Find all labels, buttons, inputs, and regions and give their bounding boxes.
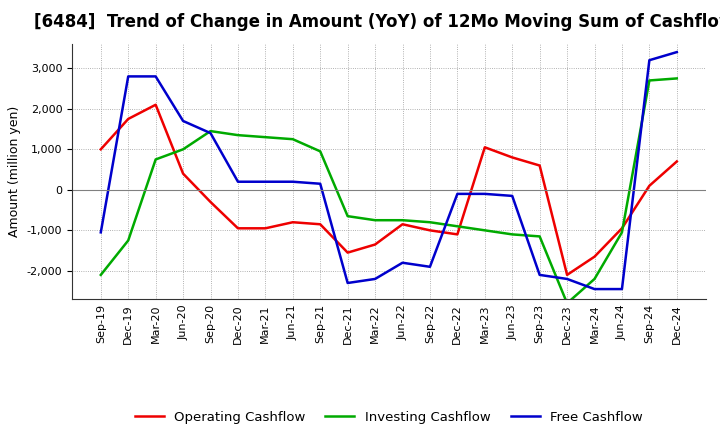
Investing Cashflow — [179, 147, 187, 152]
Investing Cashflow — [398, 217, 407, 223]
Investing Cashflow — [124, 238, 132, 243]
Investing Cashflow — [289, 136, 297, 142]
Free Cashflow — [151, 74, 160, 79]
Operating Cashflow — [179, 171, 187, 176]
Operating Cashflow — [261, 226, 270, 231]
Operating Cashflow — [398, 222, 407, 227]
Operating Cashflow — [590, 254, 599, 259]
Operating Cashflow — [151, 102, 160, 107]
Y-axis label: Amount (million yen): Amount (million yen) — [8, 106, 21, 237]
Operating Cashflow — [206, 199, 215, 205]
Investing Cashflow — [563, 301, 572, 306]
Free Cashflow — [563, 276, 572, 282]
Line: Operating Cashflow: Operating Cashflow — [101, 105, 677, 275]
Text: [6484]  Trend of Change in Amount (YoY) of 12Mo Moving Sum of Cashflows: [6484] Trend of Change in Amount (YoY) o… — [34, 13, 720, 31]
Free Cashflow — [179, 118, 187, 124]
Operating Cashflow — [618, 226, 626, 231]
Free Cashflow — [289, 179, 297, 184]
Free Cashflow — [96, 230, 105, 235]
Free Cashflow — [672, 49, 681, 55]
Free Cashflow — [618, 286, 626, 292]
Free Cashflow — [206, 131, 215, 136]
Investing Cashflow — [233, 132, 242, 138]
Investing Cashflow — [453, 224, 462, 229]
Free Cashflow — [398, 260, 407, 265]
Free Cashflow — [453, 191, 462, 197]
Investing Cashflow — [96, 272, 105, 278]
Investing Cashflow — [426, 220, 434, 225]
Investing Cashflow — [206, 128, 215, 134]
Operating Cashflow — [289, 220, 297, 225]
Free Cashflow — [371, 276, 379, 282]
Free Cashflow — [343, 280, 352, 286]
Investing Cashflow — [618, 230, 626, 235]
Investing Cashflow — [371, 217, 379, 223]
Investing Cashflow — [508, 232, 516, 237]
Free Cashflow — [645, 58, 654, 63]
Investing Cashflow — [151, 157, 160, 162]
Investing Cashflow — [590, 276, 599, 282]
Operating Cashflow — [563, 272, 572, 278]
Legend: Operating Cashflow, Investing Cashflow, Free Cashflow: Operating Cashflow, Investing Cashflow, … — [130, 405, 648, 429]
Investing Cashflow — [343, 213, 352, 219]
Free Cashflow — [261, 179, 270, 184]
Investing Cashflow — [480, 227, 489, 233]
Operating Cashflow — [96, 147, 105, 152]
Operating Cashflow — [316, 222, 325, 227]
Investing Cashflow — [316, 149, 325, 154]
Investing Cashflow — [536, 234, 544, 239]
Investing Cashflow — [261, 135, 270, 140]
Free Cashflow — [536, 272, 544, 278]
Operating Cashflow — [233, 226, 242, 231]
Free Cashflow — [316, 181, 325, 187]
Operating Cashflow — [426, 227, 434, 233]
Operating Cashflow — [645, 183, 654, 188]
Operating Cashflow — [672, 159, 681, 164]
Operating Cashflow — [480, 145, 489, 150]
Operating Cashflow — [508, 155, 516, 160]
Investing Cashflow — [672, 76, 681, 81]
Operating Cashflow — [371, 242, 379, 247]
Free Cashflow — [233, 179, 242, 184]
Line: Free Cashflow: Free Cashflow — [101, 52, 677, 289]
Free Cashflow — [508, 193, 516, 198]
Line: Investing Cashflow: Investing Cashflow — [101, 78, 677, 303]
Operating Cashflow — [453, 232, 462, 237]
Investing Cashflow — [645, 78, 654, 83]
Operating Cashflow — [343, 250, 352, 255]
Free Cashflow — [124, 74, 132, 79]
Operating Cashflow — [536, 163, 544, 168]
Free Cashflow — [590, 286, 599, 292]
Operating Cashflow — [124, 116, 132, 121]
Free Cashflow — [426, 264, 434, 269]
Free Cashflow — [480, 191, 489, 197]
